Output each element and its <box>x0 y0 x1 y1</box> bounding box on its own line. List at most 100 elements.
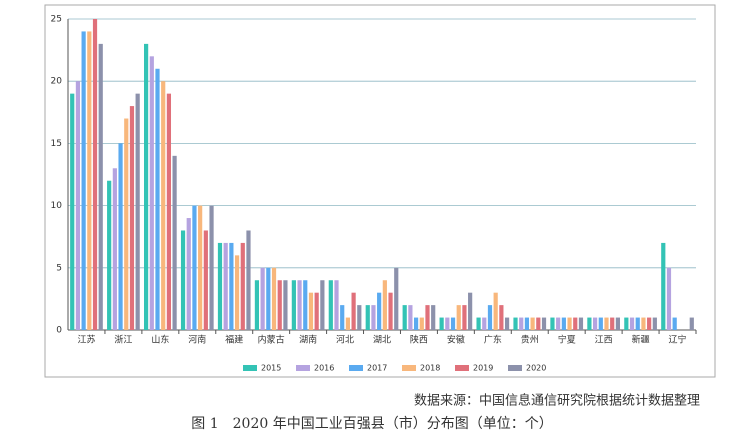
bar <box>135 93 140 330</box>
bar <box>166 93 172 330</box>
y-tick-label: 10 <box>51 201 63 211</box>
x-tick-label: 新疆 <box>632 334 650 346</box>
legend-label: 2017 <box>367 364 387 373</box>
bar <box>402 305 407 330</box>
bar <box>254 280 260 330</box>
bar <box>271 267 277 330</box>
legend-swatch <box>296 365 310 371</box>
bar <box>98 43 103 330</box>
x-tick-label: 湖南 <box>299 334 317 346</box>
bar <box>345 317 351 330</box>
bar <box>408 305 413 330</box>
bar <box>229 242 234 330</box>
legend-swatch <box>243 365 257 371</box>
x-tick-label: 江苏 <box>77 334 95 346</box>
bar <box>314 292 319 330</box>
bar <box>172 155 177 330</box>
x-tick-label: 山东 <box>151 334 169 346</box>
bar <box>587 317 592 330</box>
bar <box>377 292 382 330</box>
bar <box>635 317 640 330</box>
bar <box>530 317 535 330</box>
x-tick-label: 福建 <box>225 334 243 346</box>
chart-frame <box>44 4 716 378</box>
bar <box>118 143 123 330</box>
source-note: 数据来源：中国信息通信研究院根据统计数据整理 <box>414 393 700 409</box>
legend-swatch <box>455 365 469 371</box>
y-tick-label: 20 <box>51 77 63 87</box>
bar <box>513 317 518 330</box>
bar <box>81 31 86 330</box>
bar <box>493 292 498 330</box>
bar <box>297 280 302 330</box>
bar <box>567 317 572 330</box>
bar <box>504 317 510 330</box>
bar <box>112 168 117 330</box>
bar <box>198 205 203 330</box>
bar <box>476 317 481 330</box>
legend-swatch <box>349 365 363 371</box>
x-tick-label: 江西 <box>595 335 613 346</box>
y-tick-label: 0 <box>56 326 62 336</box>
bar <box>371 305 376 330</box>
bar <box>604 317 609 330</box>
bar <box>365 305 370 330</box>
x-tick-label: 贵州 <box>521 334 539 346</box>
legend-label: 2020 <box>526 364 546 373</box>
bar <box>439 317 444 330</box>
bar <box>592 317 598 330</box>
bar <box>624 317 629 330</box>
bar <box>541 317 547 330</box>
bar <box>456 305 461 330</box>
bar <box>161 81 166 330</box>
bar <box>203 230 208 330</box>
bar <box>340 305 345 330</box>
bar <box>672 317 677 330</box>
bar <box>524 317 530 330</box>
bar <box>487 305 493 330</box>
x-tick-label: 宁夏 <box>558 334 576 346</box>
bar <box>499 305 504 330</box>
bar <box>425 305 430 330</box>
bar <box>413 317 419 330</box>
x-tick-label: 浙江 <box>114 334 132 346</box>
bar <box>462 305 467 330</box>
y-tick-label: 15 <box>51 139 62 149</box>
bar <box>92 19 98 330</box>
legend-label: 2015 <box>261 364 281 373</box>
bar <box>144 43 149 330</box>
x-tick-label: 内蒙古 <box>258 334 285 346</box>
bar <box>629 317 635 330</box>
bar <box>550 317 555 330</box>
bar <box>388 292 393 330</box>
bar <box>382 280 387 330</box>
x-tick-label: 河北 <box>336 334 354 346</box>
bar <box>149 56 154 330</box>
figure-caption: 图 1 2020 年中国工业百强县（市）分布图（单位：个） <box>191 415 552 432</box>
bar <box>666 267 672 330</box>
y-tick-label: 5 <box>56 263 62 273</box>
bar <box>661 242 666 330</box>
bar <box>277 280 282 330</box>
bar <box>357 305 362 330</box>
bar <box>328 280 333 330</box>
bar <box>75 81 81 330</box>
x-tick-label: 河南 <box>188 334 206 346</box>
bar <box>209 205 214 330</box>
bar <box>334 280 339 330</box>
bar <box>303 280 308 330</box>
bar <box>351 292 356 330</box>
bar <box>468 292 473 330</box>
bar <box>689 317 694 330</box>
bar <box>234 255 240 330</box>
legend-swatch <box>508 365 522 371</box>
x-tick-label: 湖北 <box>373 335 391 346</box>
bar <box>240 242 245 330</box>
bar <box>519 317 524 330</box>
bar <box>124 118 129 331</box>
bar <box>615 317 620 330</box>
bar <box>283 280 288 330</box>
bar <box>87 31 92 330</box>
bar <box>129 106 135 330</box>
